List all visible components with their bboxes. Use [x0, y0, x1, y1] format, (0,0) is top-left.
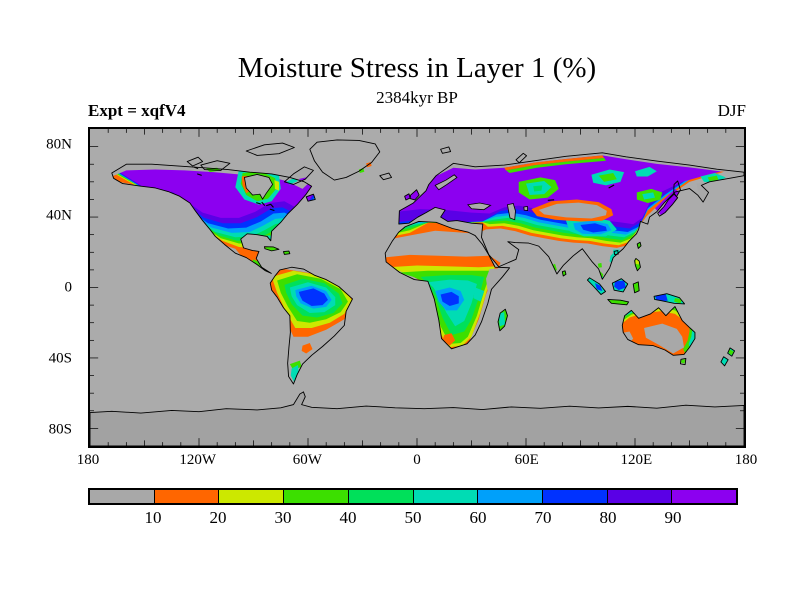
colorbar-tick-label: 20 [209, 508, 227, 527]
world-map [90, 129, 744, 446]
colorbar-segment [90, 490, 154, 503]
colorbar-tick-label: 80 [599, 508, 617, 527]
lon-tick-label: 60W [292, 452, 322, 468]
lat-tick-label: 80N [46, 136, 72, 153]
lon-tick-label: 0 [413, 452, 421, 468]
lakes-and-inland-seas [193, 166, 615, 221]
colorbar-segment [477, 490, 542, 503]
colorbar-segment [283, 490, 348, 503]
colorbar-segment [541, 490, 607, 503]
lat-tick-label: 0 [64, 279, 73, 295]
colorbar-segment [347, 490, 413, 503]
lat-tick-label: 40N [46, 207, 72, 224]
axis-ticks [90, 129, 744, 446]
colorbar-segment [671, 490, 737, 503]
lat-tick-label: 40S [48, 350, 72, 367]
colorbar-tick-label: 50 [404, 508, 422, 527]
antarctica [90, 391, 744, 446]
page-title: Moisture Stress in Layer 1 (%) [237, 52, 597, 84]
latitude-axis: 80N 40N 0 40S 80S [0, 127, 80, 448]
lon-tick-label: 180 [76, 452, 100, 468]
lon-tick-label: 120W [179, 452, 216, 468]
season-label: DJF [717, 101, 746, 120]
longitude-axis: 180 120W 60W 0 60E 120E 180 [77, 452, 758, 472]
colorbar-segment [153, 490, 219, 503]
lon-tick-label: 120E [620, 452, 653, 468]
colorbar [88, 488, 738, 505]
colorbar-tick-label: 40 [339, 508, 357, 527]
page-subtitle: 2384kyr BP [376, 88, 458, 107]
colorbar-axis: 10 20 30 40 50 60 70 80 90 [88, 508, 738, 530]
lon-tick-label: 180 [734, 452, 758, 468]
colorbar-segment [412, 490, 478, 503]
colorbar-segment [606, 490, 672, 503]
colorbar-tick-label: 30 [274, 508, 292, 527]
colorbar-segment [218, 490, 284, 503]
colorbar-tick-label: 60 [469, 508, 487, 527]
lon-tick-label: 60E [514, 452, 539, 468]
colorbar-tick-label: 10 [144, 508, 162, 527]
lat-tick-label: 80S [48, 421, 72, 438]
colorbar-tick-label: 90 [664, 508, 682, 527]
colorbar-tick-label: 70 [534, 508, 552, 527]
experiment-label: Expt = xqfV4 [88, 101, 186, 120]
map-frame [88, 127, 746, 448]
